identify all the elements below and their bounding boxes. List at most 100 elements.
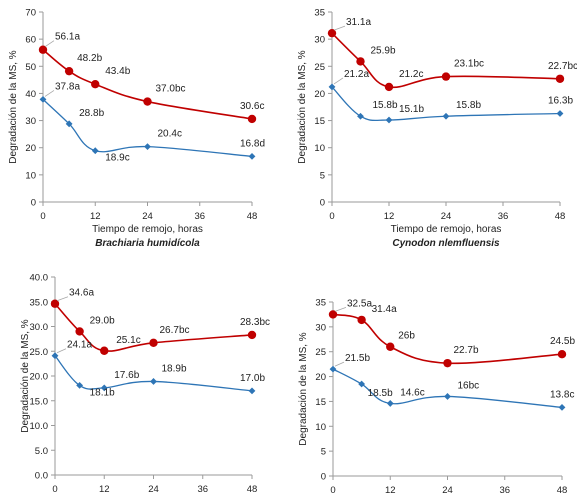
label-leader-line [56, 348, 67, 354]
chart-panel-4: 0 5 10 15 20 25 30 35 0 12 24 36 48 Degradación de la… [298, 298, 575, 497]
data-label: 37.8a [55, 81, 80, 92]
data-label: 22.7bc [548, 61, 577, 72]
point-blue [357, 112, 364, 120]
point-red [38, 45, 48, 54]
data-label: 28.8b [79, 108, 104, 119]
y-tick-label: 25 [315, 347, 326, 358]
data-label: 18.9c [105, 153, 129, 164]
x-tick-label: 12 [384, 211, 395, 222]
point-blue [65, 120, 73, 128]
x-tick-label: 0 [52, 484, 57, 495]
data-label: 25.9b [371, 45, 396, 56]
series-line-blue [54, 355, 253, 392]
y-axis-title: Degradación de la MS, % [298, 332, 309, 446]
y-axis-title: Degradación de la MS, % [20, 319, 31, 433]
y-tick-label: 20.0 [30, 372, 49, 383]
x-tick-label: 24 [441, 211, 452, 222]
y-tick-label: 35 [315, 298, 326, 309]
data-label: 34.6a [69, 288, 94, 299]
y-tick-label: 30.0 [30, 322, 49, 333]
x-tick-label: 24 [148, 484, 159, 495]
x-tick-label: 36 [194, 211, 205, 222]
data-label: 25.1c [116, 335, 140, 346]
y-tick-label: 0 [320, 198, 325, 209]
data-label: 28.3bc [240, 317, 270, 328]
label-leader-line [44, 40, 55, 48]
x-axis-title: Tiempo de remojo, horas [391, 224, 502, 235]
x-tick-label: 48 [247, 211, 258, 222]
point-blue [328, 83, 336, 91]
x-axis-title: Tiempo de remojo, horas [92, 224, 203, 235]
data-label: 17.0b [240, 373, 265, 384]
point-blue [556, 110, 564, 117]
point-red [386, 342, 395, 351]
data-label: 26b [398, 331, 415, 342]
y-tick-label: 15 [315, 397, 326, 408]
data-label: 13.8c [550, 389, 574, 400]
y-tick-label: 0.0 [35, 471, 48, 482]
label-leader-line [44, 90, 55, 97]
data-label: 23.1bc [454, 59, 484, 70]
x-tick-label: 12 [385, 485, 396, 496]
y-tick-label: 15.0 [30, 396, 49, 407]
data-label: 15.8b [373, 100, 398, 111]
x-tick-label: 12 [99, 484, 110, 495]
point-red [143, 97, 152, 106]
point-red [149, 338, 158, 348]
y-tick-label: 40 [25, 89, 36, 100]
x-tick-label: 48 [555, 211, 566, 222]
data-label: 32.5a [347, 298, 372, 309]
y-tick-label: 20 [25, 143, 36, 154]
label-leader-line [334, 307, 347, 312]
point-red [357, 315, 366, 325]
x-tick-label: 24 [142, 211, 153, 222]
y-tick-label: 30 [25, 116, 36, 127]
data-label: 37.0bc [156, 84, 186, 95]
data-label: 24.1a [67, 340, 92, 351]
point-red [555, 74, 565, 83]
data-label: 16bc [458, 380, 480, 391]
data-label: 21.5b [345, 353, 370, 364]
panel-subtitle: Cynodon nlemfluensis [392, 238, 500, 249]
data-label: 31.4a [372, 304, 397, 315]
data-label: 20.4c [158, 129, 182, 140]
data-label: 22.7b [454, 345, 479, 356]
y-axis-title: Degradación de la MS, % [8, 50, 19, 164]
y-tick-label: 35.0 [30, 297, 49, 308]
point-blue [76, 382, 84, 389]
point-blue [558, 403, 566, 411]
point-blue [442, 112, 450, 120]
y-tick-label: 15 [314, 116, 325, 127]
point-blue [358, 380, 366, 388]
point-red [557, 350, 567, 359]
point-blue [144, 143, 151, 151]
chart-panel-1: 0 10 20 30 40 50 60 70 0 12 24 36 48 Degradación de l… [8, 8, 265, 250]
x-tick-label: 0 [330, 485, 335, 496]
point-blue [386, 400, 394, 407]
x-tick-label: 12 [90, 211, 101, 222]
point-red [50, 299, 60, 308]
point-blue [329, 365, 337, 373]
chart-panel-3: 0.0 5.0 10.0 15.0 20.0 25.0 30.0 35.0 40.0 0 12 24 3… [20, 273, 270, 496]
y-tick-label: 35 [314, 8, 325, 19]
label-leader-line [334, 361, 345, 367]
x-tick-label: 0 [329, 211, 334, 222]
x-tick-label: 0 [40, 211, 45, 222]
x-tick-label: 36 [197, 484, 208, 495]
y-tick-label: 40.0 [30, 273, 49, 284]
label-leader-line [333, 77, 344, 85]
data-label: 16.8d [240, 138, 265, 149]
data-label: 26.7bc [160, 325, 190, 336]
data-label: 21.2a [344, 69, 369, 80]
y-tick-label: 30 [315, 322, 326, 333]
point-red [91, 80, 100, 89]
data-label: 43.4b [105, 66, 130, 77]
point-blue [100, 384, 108, 392]
data-label: 24.5b [550, 336, 575, 347]
point-blue [385, 116, 393, 124]
point-blue [91, 147, 99, 155]
label-leader-line [333, 25, 346, 31]
data-label: 18.1b [90, 387, 115, 398]
chart-panel-2: 0 5 10 15 20 25 30 35 0 12 24 36 48 Degradación de la… [297, 8, 577, 250]
